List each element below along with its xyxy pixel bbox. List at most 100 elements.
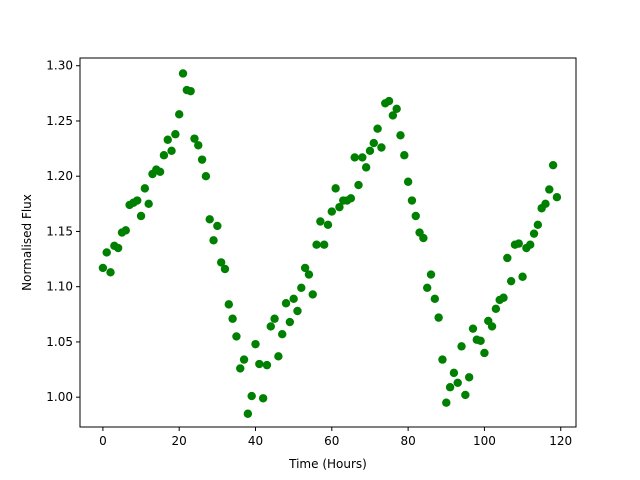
plot-frame [79,57,577,428]
data-point-86 [426,270,436,279]
data-point-44 [266,322,275,331]
y-tick-label-0: 1.00 [46,390,73,404]
data-point-4 [113,243,123,253]
data-point-118 [548,160,558,170]
data-point-92 [449,368,459,378]
data-point-62 [335,202,344,212]
y-tick-label-4: 1.20 [46,169,73,183]
data-point-2 [106,268,115,277]
data-point-114 [533,220,543,230]
data-point-77 [392,104,401,114]
data-point-49 [285,317,295,327]
x-tick-label-3: 60 [324,434,339,448]
data-point-53 [300,263,310,273]
data-point-116 [541,199,550,209]
data-point-96 [464,373,474,382]
data-point-97 [468,324,478,333]
data-point-94 [457,342,466,351]
data-point-90 [442,398,451,407]
data-point-70 [365,146,375,155]
data-point-76 [388,111,398,120]
x-tick-label-6: 120 [549,434,572,448]
data-point-99 [476,336,485,346]
data-point-81 [407,196,417,205]
y-tick-label-5: 1.25 [46,114,73,128]
data-point-103 [491,304,501,313]
data-point-15 [155,167,165,176]
data-point-85 [423,283,432,292]
data-point-51 [293,306,302,316]
data-point-26 [197,155,207,164]
data-point-29 [209,236,218,245]
data-point-39 [247,391,256,401]
data-point-105 [499,293,508,302]
data-point-16 [159,151,169,160]
data-point-52 [297,283,306,292]
data-point-75 [384,96,394,106]
data-point-87 [430,294,440,304]
data-point-21 [178,69,188,78]
data-point-33 [224,300,233,309]
data-point-24 [190,134,199,143]
data-point-93 [453,378,462,388]
x-tick-label-2: 40 [248,434,263,448]
x-tick-label-0: 0 [99,434,107,448]
y-tick-label-3: 1.15 [46,224,73,238]
data-point-25 [194,141,203,150]
data-point-48 [281,299,291,308]
x-tick-label-4: 80 [400,434,415,448]
data-point-20 [175,110,184,119]
data-point-69 [361,163,371,172]
y-axis-ticks: 1.00 1.05 1.10 1.15 1.20 1.25 1.30 [46,59,80,404]
data-point-18 [167,146,176,155]
data-point-54 [304,270,314,279]
data-point-58 [319,240,329,249]
y-tick-label-2: 1.10 [46,280,73,294]
data-point-100 [480,348,489,358]
data-point-82 [411,211,420,221]
data-point-117 [545,185,554,194]
data-point-36 [236,364,245,373]
data-point-61 [331,184,340,193]
data-point-6 [121,226,130,235]
plot-area [80,58,576,427]
data-point-72 [373,124,382,133]
data-point-11 [140,184,150,193]
data-point-59 [323,220,333,230]
x-tick-label-1: 20 [172,434,187,448]
data-point-57 [316,217,325,226]
data-point-55 [308,290,317,299]
data-point-50 [289,294,298,304]
data-point-78 [396,131,405,140]
data-point-45 [270,314,279,323]
data-point-119 [552,193,562,202]
data-point-89 [438,355,447,364]
data-point-32 [220,264,230,274]
data-point-110 [518,272,527,281]
x-axis-ticks: 0 20 40 60 80 100 120 [99,427,572,448]
data-point-60 [327,207,337,216]
data-point-102 [487,322,497,331]
data-point-30 [213,221,222,231]
data-point-1 [102,248,111,257]
data-point-34 [228,314,237,323]
data-point-65 [346,194,356,203]
data-point-35 [232,332,241,341]
y-tick-label-1: 1.05 [46,335,73,349]
data-point-37 [239,355,249,364]
data-point-73 [377,143,386,152]
data-point-67 [354,180,363,190]
x-axis-label: Time (Hours) [288,457,367,471]
data-point-28 [205,215,214,224]
data-point-109 [514,239,523,248]
data-point-0 [98,263,108,273]
data-point-106 [503,253,512,263]
data-point-27 [201,172,211,181]
data-point-41 [255,359,264,369]
data-point-68 [358,153,367,162]
data-point-17 [163,135,172,144]
data-point-107 [506,276,516,286]
data-point-9 [133,196,142,205]
y-tick-label-6: 1.30 [46,59,73,73]
